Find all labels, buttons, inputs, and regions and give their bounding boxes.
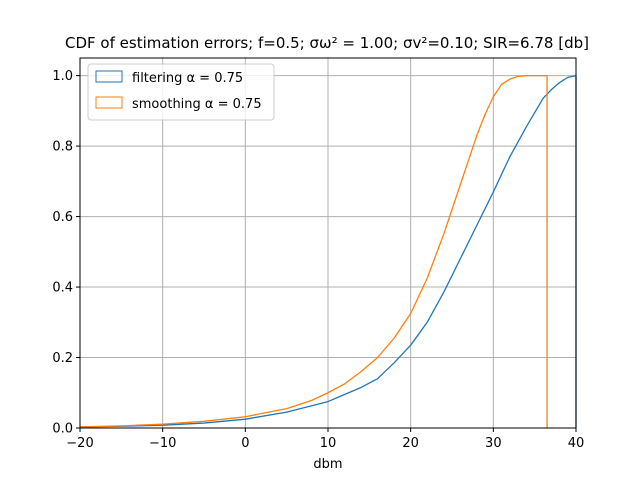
x-tick-label: −20 — [66, 436, 93, 451]
y-tick-label: 0.2 — [52, 351, 73, 366]
x-tick-label: 0 — [241, 436, 249, 451]
x-axis-label: dbm — [313, 457, 342, 472]
legend-label-filtering: filtering α = 0.75 — [132, 71, 243, 86]
x-tick-label: 20 — [402, 436, 419, 451]
y-tick-label: 0.4 — [52, 281, 73, 296]
legend-swatch-smoothing — [95, 96, 123, 109]
chart-title: CDF of estimation errors; f=0.5; σω² = 1… — [65, 34, 589, 52]
x-tick-label: −10 — [149, 436, 176, 451]
legend-swatch-filtering — [95, 70, 123, 83]
legend-box — [87, 63, 275, 121]
legend-label-smoothing: smoothing α = 0.75 — [132, 97, 262, 112]
y-tick-label: 0.6 — [52, 210, 73, 225]
x-tick-label: 30 — [485, 436, 502, 451]
series-line-smoothing — [79, 74, 548, 428]
series-line-filtering — [79, 74, 577, 428]
series-layer — [79, 74, 577, 428]
y-tick-label: 0.8 — [52, 140, 73, 155]
legend: filtering α = 0.75 smoothing α = 0.75 — [87, 63, 275, 121]
x-tick-label: 10 — [320, 436, 337, 451]
y-axis-ticks: 0.0 0.2 0.4 0.6 0.8 1.0 — [52, 69, 80, 437]
x-tick-label: 40 — [568, 436, 585, 451]
x-axis-ticks: −20 −10 0 10 20 30 40 — [66, 428, 584, 451]
y-tick-label: 1.0 — [52, 69, 73, 84]
y-tick-label: 0.0 — [52, 422, 73, 437]
